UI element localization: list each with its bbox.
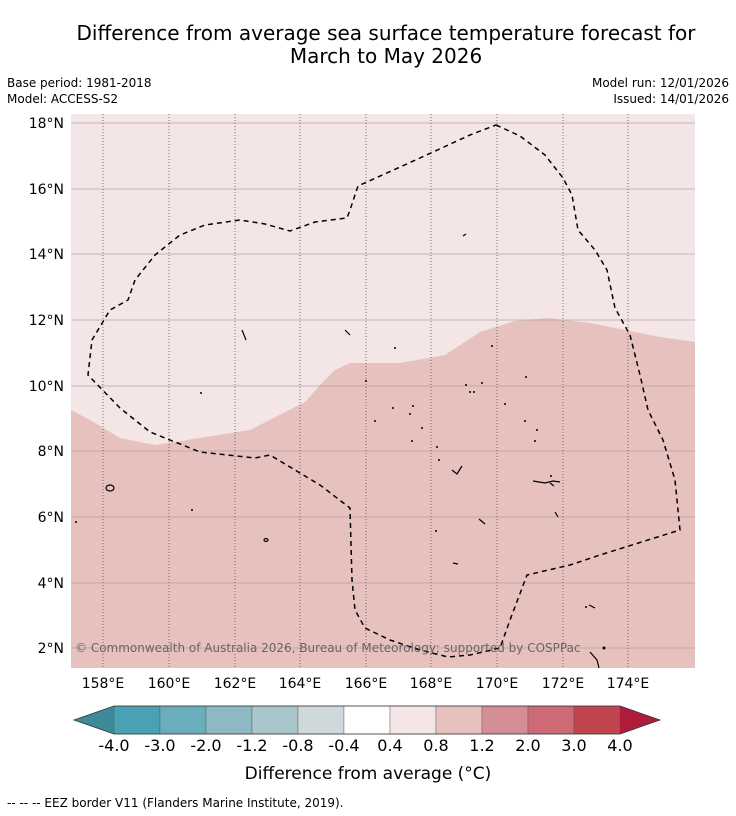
x-tick: 160°E bbox=[148, 676, 191, 692]
colorbar-outline bbox=[72, 705, 662, 735]
colorbar-tick-label: -3.0 bbox=[144, 736, 176, 755]
atoll-dots bbox=[75, 345, 606, 650]
colorbar-bin bbox=[251, 705, 299, 735]
x-axis-labels: 158°E 160°E 162°E 164°E 166°E 168°E 170°… bbox=[82, 676, 650, 692]
x-tick: 168°E bbox=[410, 676, 453, 692]
lon-grid bbox=[102, 114, 629, 668]
copyright-notice: © Commonwealth of Australia 2026, Bureau… bbox=[75, 641, 581, 655]
model-name: Model: ACCESS-S2 bbox=[7, 92, 119, 106]
colorbar-tick-label: 1.2 bbox=[469, 736, 495, 755]
colorbar-bin bbox=[205, 705, 253, 735]
colorbar-tick-label: 0.4 bbox=[377, 736, 403, 755]
x-tick: 158°E bbox=[82, 676, 125, 692]
x-tick: 162°E bbox=[214, 676, 257, 692]
colorbar-tick-label: -0.4 bbox=[328, 736, 360, 755]
lat-grid bbox=[71, 122, 695, 649]
colorbar-tick-label: -1.2 bbox=[236, 736, 268, 755]
colorbar-bin bbox=[343, 705, 391, 735]
y-tick: 14°N bbox=[29, 247, 64, 263]
y-tick: 8°N bbox=[38, 444, 64, 460]
y-tick: 6°N bbox=[38, 510, 64, 526]
colorbar-tick-label: 4.0 bbox=[607, 736, 633, 755]
colorbar-tick-label: 0.8 bbox=[423, 736, 449, 755]
colorbar-extend-low bbox=[74, 706, 114, 734]
x-tick: 170°E bbox=[476, 676, 519, 692]
meta-right: Model run: 12/01/2026 Issued: 14/01/2026 bbox=[592, 75, 729, 107]
y-tick: 16°N bbox=[29, 182, 64, 198]
colorbar bbox=[72, 705, 662, 735]
colorbar-tick-label: -4.0 bbox=[98, 736, 130, 755]
y-tick: 4°N bbox=[38, 576, 64, 592]
y-axis-labels: 18°N 16°N 14°N 12°N 10°N 8°N 6°N 4°N 2°N bbox=[29, 116, 64, 657]
y-tick: 12°N bbox=[29, 313, 64, 329]
title-line-2: March to May 2026 bbox=[289, 44, 483, 68]
colorbar-bin bbox=[573, 705, 621, 735]
map-title: Difference from average sea surface temp… bbox=[40, 22, 732, 68]
issued-date: Issued: 14/01/2026 bbox=[613, 92, 729, 106]
y-tick: 18°N bbox=[29, 116, 64, 132]
islands bbox=[105, 233, 600, 669]
colorbar-bin bbox=[297, 705, 345, 735]
x-tick: 174°E bbox=[607, 676, 650, 692]
colorbar-tick-label: -0.8 bbox=[282, 736, 314, 755]
colorbar-tick-label: 3.0 bbox=[561, 736, 587, 755]
colorbar-bin bbox=[435, 705, 483, 735]
x-tick: 166°E bbox=[345, 676, 388, 692]
meta-left: Base period: 1981-2018 Model: ACCESS-S2 bbox=[7, 75, 152, 107]
colorbar-bin bbox=[113, 705, 161, 735]
colorbar-extend-high bbox=[620, 706, 660, 734]
colorbar-bin bbox=[481, 705, 529, 735]
anomaly-region-south bbox=[71, 318, 695, 668]
base-period: Base period: 1981-2018 bbox=[7, 76, 152, 90]
colorbar-tick-label: 2.0 bbox=[515, 736, 541, 755]
colorbar-bin bbox=[389, 705, 437, 735]
x-tick: 164°E bbox=[279, 676, 322, 692]
colorbar-tick-label: -2.0 bbox=[190, 736, 222, 755]
title-line-1: Difference from average sea surface temp… bbox=[76, 21, 696, 45]
y-tick: 10°N bbox=[29, 379, 64, 395]
colorbar-bin bbox=[159, 705, 207, 735]
colorbar-title: Difference from average (°C) bbox=[244, 764, 492, 784]
eez-border bbox=[87, 124, 681, 658]
y-tick: 2°N bbox=[38, 641, 64, 657]
eez-footnote: -- -- -- EEZ border V11 (Flanders Marine… bbox=[7, 796, 344, 810]
colorbar-bin bbox=[527, 705, 575, 735]
model-run: Model run: 12/01/2026 bbox=[591, 76, 729, 90]
x-tick: 172°E bbox=[542, 676, 585, 692]
